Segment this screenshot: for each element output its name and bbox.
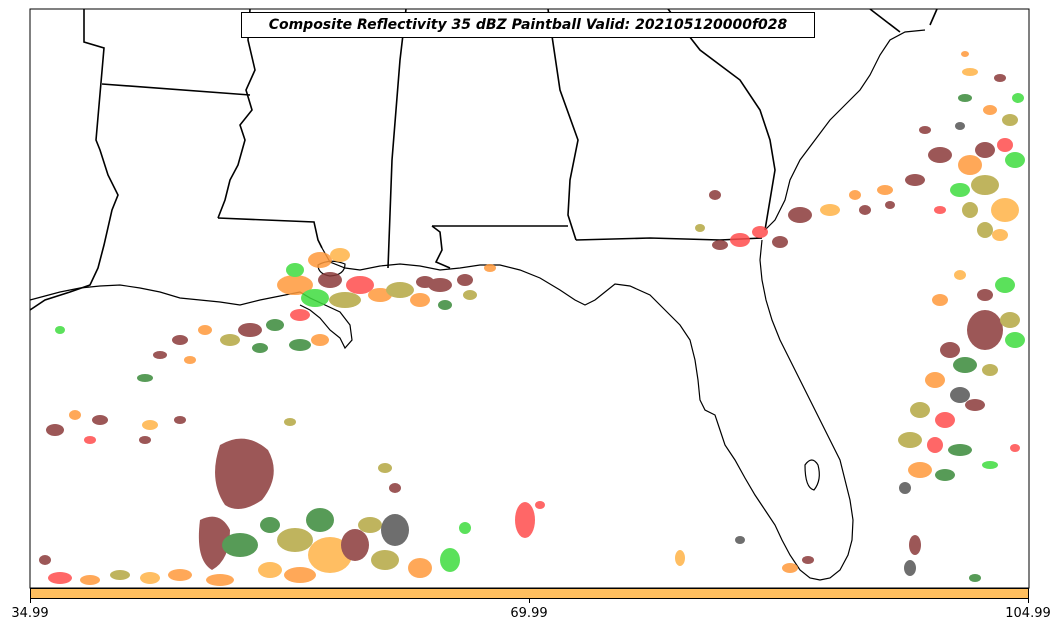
- colorbar-tick-label: 104.99: [1005, 606, 1051, 621]
- state-boundaries: [29, 8, 938, 311]
- paintball-cells: [39, 51, 1025, 586]
- colorbar-tick-label: 34.99: [11, 606, 49, 621]
- coastline: [29, 29, 926, 581]
- colorbar-tick: [1028, 599, 1029, 603]
- colorbar-tick: [529, 599, 530, 603]
- map-frame: [29, 8, 1030, 589]
- map-title: Composite Reflectivity 35 dBZ Paintball …: [241, 12, 815, 38]
- colorbar-tick-label: 69.99: [510, 606, 548, 621]
- colorbar-tick: [30, 599, 31, 603]
- colorbar: [30, 588, 1029, 599]
